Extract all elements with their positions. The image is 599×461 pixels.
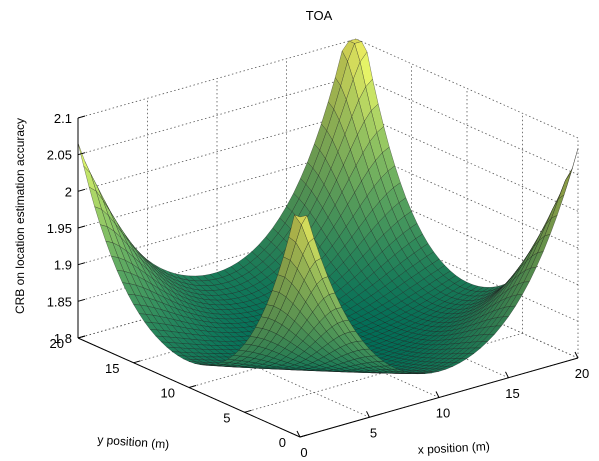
y-tick-label: 5 [223, 410, 230, 425]
surface-mesh [77, 38, 579, 374]
x-tick-label: 0 [300, 445, 307, 460]
x-tick-mark [505, 371, 509, 379]
x-axis-label: x position (m) [417, 439, 490, 457]
surface-patch [558, 172, 572, 200]
surface-patch [565, 148, 579, 181]
grid-line [77, 75, 357, 156]
z-tick-mark [77, 225, 86, 229]
y-tick-mark [188, 385, 197, 388]
grid-line [355, 75, 579, 176]
grid-line [77, 111, 357, 192]
z-axis-label: CRB on location estimation accuracy [13, 118, 27, 314]
y-tick-label: 10 [161, 386, 175, 401]
x-tick-mark [366, 411, 370, 418]
z-tick-label: 1.8 [54, 331, 72, 346]
x-tick-label: 15 [505, 386, 519, 401]
y-tick-label: 20 [50, 336, 64, 351]
z-tick-label: 1.95 [47, 221, 72, 236]
z-tick-label: 2.05 [47, 148, 72, 163]
surface-patch [83, 165, 97, 192]
y-tick-label: 0 [279, 435, 286, 450]
grid-line [147, 317, 370, 418]
y-tick-mark [244, 409, 252, 413]
x-tick-label: 10 [436, 406, 450, 421]
z-tick-mark [77, 262, 86, 266]
grid-line [355, 221, 579, 322]
grid-line [77, 38, 357, 119]
x-tick-mark [574, 351, 579, 359]
z-tick-mark [77, 298, 86, 302]
x-tick-label: 20 [575, 366, 589, 381]
chart-title: TOA [306, 8, 333, 23]
y-tick-mark [133, 360, 141, 364]
grid-line [286, 278, 509, 379]
x-tick-mark [296, 430, 301, 438]
z-tick-mark [77, 188, 86, 192]
z-tick-mark [77, 152, 86, 156]
grid-line [355, 38, 579, 139]
surface-patch [293, 214, 308, 226]
y-tick-mark [299, 434, 308, 438]
grid-line [355, 148, 579, 249]
grid-line [355, 185, 579, 286]
z-tick-label: 2.1 [54, 111, 72, 126]
x-tick-mark [435, 391, 440, 398]
grid-line [216, 298, 440, 398]
x-tick-label: 5 [370, 425, 377, 440]
grid-line [355, 111, 579, 212]
z-tick-label: 1.9 [54, 258, 72, 273]
z-tick-label: 2 [65, 184, 72, 199]
z-tick-mark [77, 115, 86, 119]
grid-line [355, 258, 579, 359]
z-tick-mark [77, 335, 86, 339]
z-tick-label: 1.85 [47, 294, 72, 309]
y-tick-label: 15 [105, 361, 119, 376]
y-axis-label: y position (m) [97, 433, 170, 452]
